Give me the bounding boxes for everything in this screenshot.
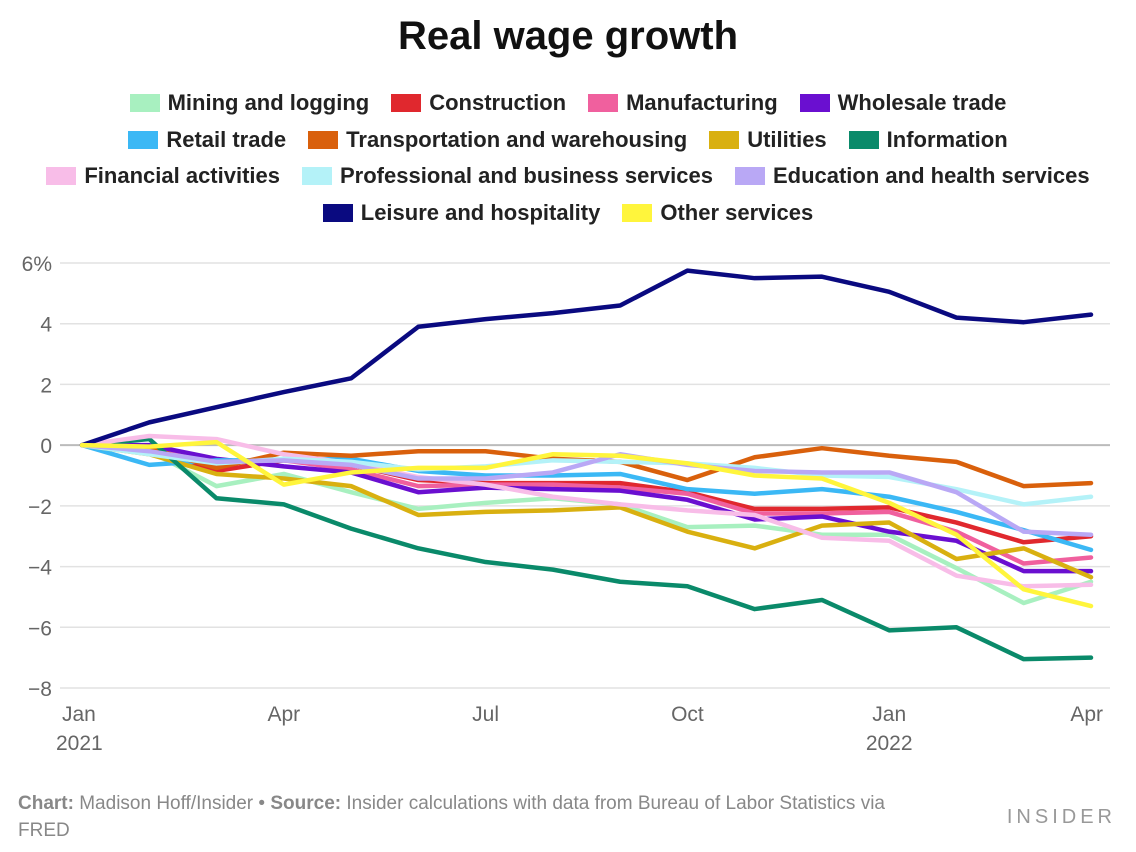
legend-item: Education and health services [734, 163, 1090, 189]
x-tick-label: Oct [671, 703, 704, 726]
y-tick-label: −6 [28, 617, 52, 640]
insider-logo: INSIDER [1006, 806, 1116, 828]
legend-swatch [391, 94, 422, 112]
source-text: Insider calculations with data from Bure… [18, 793, 885, 841]
legend-label: Manufacturing [626, 90, 778, 115]
legend-item: Professional and business services [302, 163, 713, 189]
legend-row: Leisure and hospitality Other services [0, 200, 1136, 226]
x-tick-year-label: 2022 [866, 732, 913, 755]
legend-swatch [302, 167, 332, 185]
y-tick-label: 2 [40, 374, 52, 397]
legend-item: Manufacturing [588, 90, 778, 116]
legend-item: Construction [391, 90, 566, 116]
legend-label: Wholesale trade [837, 90, 1007, 115]
legend-swatch [46, 167, 77, 185]
legend-row: Financial activities Professional and bus… [0, 163, 1136, 189]
legend-swatch [588, 94, 619, 112]
legend-row: Mining and logging Construction Manufactur… [0, 90, 1136, 116]
legend-label: Mining and logging [167, 90, 370, 115]
legend-swatch [128, 131, 159, 149]
source-label: Source: [270, 793, 342, 814]
legend-item: Utilities [709, 127, 827, 153]
x-tick-label: Apr [267, 703, 300, 726]
legend-item: Transportation and warehousing [308, 127, 687, 153]
series-line-leisure-and-hospitality [79, 268, 1094, 448]
y-tick-label: 6% [22, 253, 52, 276]
legend-row: Retail trade Transportation and warehousi… [0, 127, 1136, 153]
legend-item: Other services [622, 200, 813, 226]
legend-label: Information [886, 127, 1008, 152]
legend-swatch [848, 131, 879, 149]
legend-label: Retail trade [166, 127, 287, 152]
series-line-information [79, 436, 1094, 662]
legend-swatch [709, 131, 740, 149]
y-tick-label: 4 [40, 314, 52, 337]
legend-item: Wholesale trade [799, 90, 1007, 116]
legend-item: Mining and logging [129, 90, 370, 116]
legend-item: Financial activities [46, 163, 280, 189]
legend-swatch [799, 94, 830, 112]
legend-swatch [129, 94, 160, 112]
chart-title: Real wage growth [397, 14, 739, 58]
y-tick-label: −4 [28, 557, 52, 580]
y-tick-label: −8 [28, 678, 52, 701]
legend-swatch [622, 204, 653, 222]
series-line-other-services [79, 439, 1094, 609]
series-line-utilities [79, 442, 1094, 580]
legend-label: Construction [429, 90, 567, 115]
y-tick-label: 0 [40, 435, 52, 458]
legend-label: Education and health services [772, 163, 1090, 188]
legend-label: Leisure and hospitality [360, 200, 601, 225]
chart-credit: Madison Hoff/Insider • [73, 793, 271, 814]
y-tick-label: −2 [28, 496, 52, 519]
legend-swatch [322, 204, 353, 222]
legend-item: Leisure and hospitality [322, 200, 601, 226]
legend-label: Other services [660, 200, 814, 225]
legend-label: Professional and business services [340, 163, 713, 188]
x-tick-label: Apr [1070, 703, 1103, 726]
x-tick-label: Jan [872, 703, 906, 726]
x-tick-year-label: 2021 [56, 732, 103, 755]
x-tick-label: Jan [62, 703, 96, 726]
legend-label: Utilities [747, 127, 827, 152]
chart-credit-label: Chart: [18, 793, 74, 814]
legend-swatch [308, 131, 339, 149]
legend-item: Information [848, 127, 1008, 153]
x-tick-label: Jul [472, 703, 499, 726]
legend-item: Retail trade [128, 127, 286, 153]
series-line-financial-activities [79, 433, 1094, 589]
legend-label: Transportation and warehousing [346, 127, 688, 152]
legend-label: Financial activities [84, 163, 280, 188]
legend-swatch [734, 167, 765, 185]
chart-footer: Chart: Madison Hoff/Insider • Source: In… [18, 790, 918, 844]
